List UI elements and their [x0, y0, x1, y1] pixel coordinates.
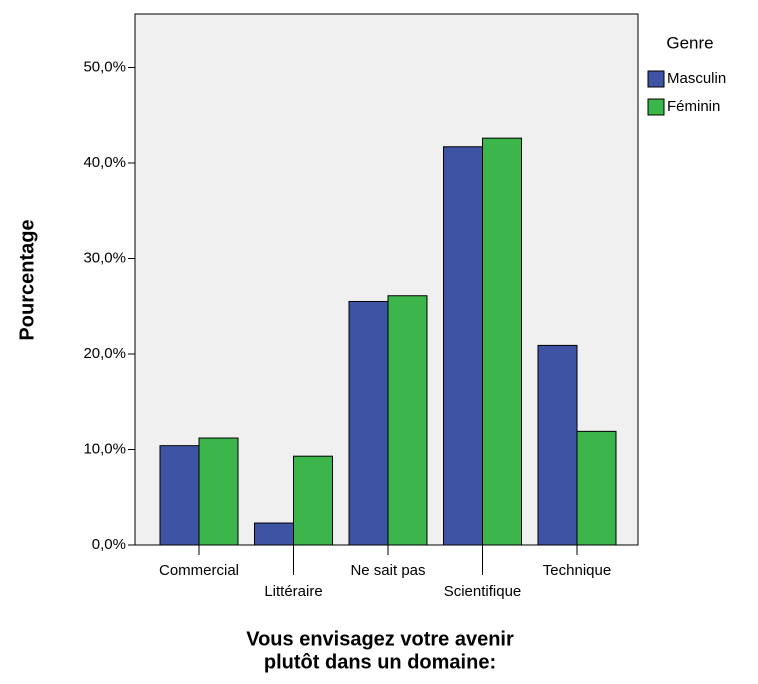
y-tick-label: 10,0% [83, 440, 126, 457]
x-axis-title: plutôt dans un domaine: [264, 651, 496, 673]
legend-label: Féminin [667, 98, 720, 115]
x-tick-label: Littéraire [264, 583, 322, 600]
bar [576, 430, 617, 546]
legend-label: Masculin [667, 70, 726, 87]
bar [159, 445, 200, 546]
x-tick-label: Ne sait pas [350, 562, 425, 579]
x-tick-label: Commercial [159, 562, 239, 579]
bar [198, 437, 239, 546]
legend-swatch [647, 70, 665, 88]
x-axis-title: Vous envisagez votre avenir [246, 628, 514, 650]
y-axis-title: Pourcentage [16, 219, 38, 340]
y-tick-label: 50,0% [83, 58, 126, 75]
bar [348, 300, 389, 546]
legend-title: Genre [666, 33, 713, 52]
bar [443, 146, 483, 546]
bar [482, 137, 522, 546]
x-tick-label: Technique [543, 562, 611, 579]
y-tick-label: 30,0% [83, 249, 126, 266]
legend-swatch [647, 98, 665, 116]
y-tick-label: 40,0% [83, 154, 126, 171]
x-tick-label: Scientifique [444, 583, 522, 600]
y-tick-label: 0,0% [92, 536, 126, 553]
bar [537, 344, 578, 546]
y-tick-label: 20,0% [83, 345, 126, 362]
bar [293, 455, 333, 546]
bar [254, 522, 294, 546]
bar [387, 295, 428, 546]
